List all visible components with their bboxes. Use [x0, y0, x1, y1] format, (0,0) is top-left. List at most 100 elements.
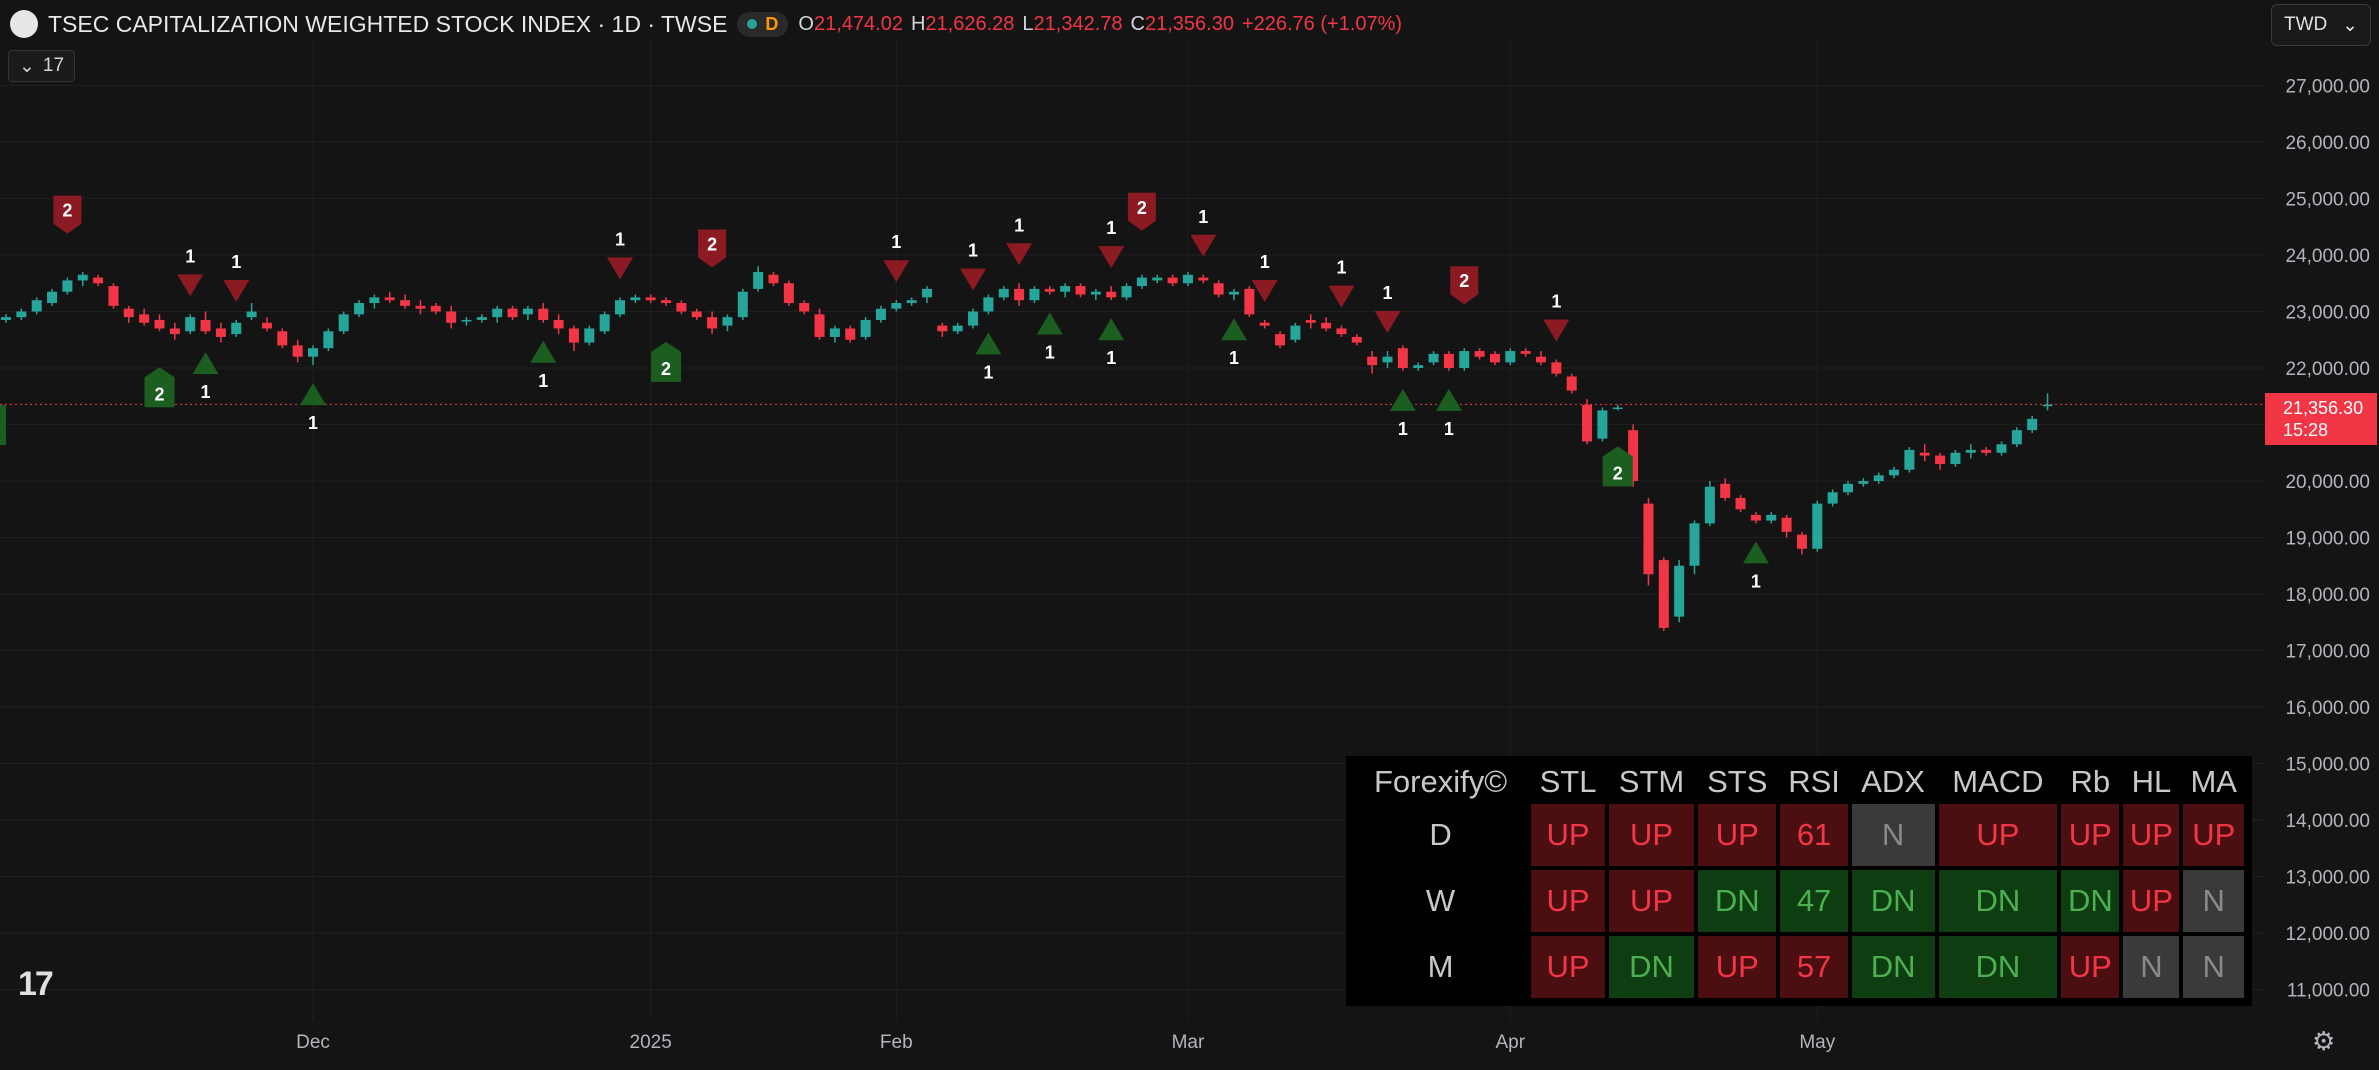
dashboard-cell-macd: DN — [1938, 870, 2058, 932]
chevron-down-icon: ⌄ — [2342, 14, 2358, 36]
y-tick-label: 16,000.00 — [2285, 698, 2370, 719]
dashboard-row-m: M UP DN UP 57 DN DN UP N N — [1354, 936, 2244, 998]
svg-text:2: 2 — [707, 235, 717, 255]
sell-signal-marker: 1 — [1190, 207, 1217, 257]
dashboard-header-row: Forexify© STL STM STS RSI ADX MACD Rb HL MA — [1354, 764, 2244, 800]
gear-icon[interactable]: ⚙ — [2312, 1026, 2336, 1056]
y-tick-label: 24,000.00 — [2285, 246, 2370, 267]
data-badge: D — [765, 13, 779, 34]
candle — [2027, 416, 2038, 433]
svg-text:1: 1 — [1336, 258, 1346, 278]
buy-signal-marker: 1 — [975, 332, 1002, 382]
y-tick-label: 13,000.00 — [2285, 868, 2370, 889]
candle — [737, 288, 748, 320]
svg-text:1: 1 — [891, 232, 901, 252]
svg-text:1: 1 — [1398, 419, 1408, 439]
bar-countdown: 15:28 — [2283, 420, 2329, 440]
currency-value: TWD — [2284, 14, 2328, 35]
candle — [1658, 557, 1669, 631]
dashboard-col-sts: STS — [1707, 764, 1768, 799]
candle — [215, 322, 226, 343]
candle — [338, 311, 349, 335]
svg-text:2: 2 — [154, 384, 164, 404]
candle — [1843, 481, 1853, 496]
candle — [1167, 274, 1178, 287]
dashboard-cell-rb: UP — [2061, 804, 2120, 866]
dashboard-cell-sts: UP — [1698, 804, 1777, 866]
candle — [1858, 478, 1869, 487]
candle — [1474, 348, 1485, 360]
candle — [231, 319, 242, 337]
candle — [446, 305, 457, 329]
candle — [1889, 466, 1900, 479]
indicators-collapse-button[interactable]: ⌄ 17 — [8, 50, 76, 82]
currency-select[interactable]: TWD ⌄ — [2271, 4, 2371, 46]
dashboard-row-label: D — [1354, 804, 1528, 866]
sell-signal-marker: 1 — [1098, 218, 1125, 269]
candle — [384, 291, 395, 304]
dashboard-col-hl: HL — [2131, 764, 2172, 799]
candle — [200, 311, 211, 335]
candle — [615, 297, 625, 318]
candle — [308, 345, 318, 366]
candle — [1597, 407, 1608, 442]
sell-signal-marker: 1 — [1006, 215, 1033, 266]
svg-text:1: 1 — [615, 229, 625, 249]
dashboard-cell-rsi: 47 — [1780, 870, 1848, 932]
candle — [323, 328, 334, 352]
candle — [1766, 512, 1777, 524]
candle — [1367, 351, 1378, 374]
candle — [246, 303, 257, 320]
dashboard-cell-hl: UP — [2123, 804, 2180, 866]
svg-text:1: 1 — [231, 252, 241, 272]
last-price-value: 21,356.30 — [2283, 398, 2364, 418]
candle — [369, 294, 380, 309]
x-tick-label: May — [1799, 1032, 1835, 1053]
candle — [354, 300, 365, 318]
dashboard-brand: Forexify© — [1373, 764, 1508, 799]
y-tick-label: 17,000.00 — [2285, 642, 2370, 663]
svg-text:2: 2 — [1459, 271, 1469, 291]
candle — [415, 300, 426, 315]
candle — [1674, 560, 1685, 623]
candle — [952, 322, 963, 335]
dashboard-row-label: W — [1354, 870, 1528, 932]
candle — [123, 305, 134, 323]
dashboard-row-d: D UP UP UP 61 N UP UP UP UP — [1354, 804, 2244, 866]
candle — [492, 305, 503, 323]
market-status-pill[interactable]: D — [737, 11, 789, 37]
y-tick-label: 23,000.00 — [2285, 303, 2370, 324]
edge-signal-stub — [0, 405, 6, 445]
candle — [1566, 373, 1577, 394]
svg-text:1: 1 — [1106, 348, 1116, 368]
candle — [1413, 362, 1424, 371]
candle — [1229, 288, 1239, 301]
candle — [1996, 441, 2007, 456]
y-tick-label: 27,000.00 — [2285, 77, 2370, 98]
buy-signal-marker: 1 — [1221, 318, 1247, 368]
candle — [1459, 348, 1470, 371]
dashboard-cell-stm: UP — [1608, 870, 1695, 932]
dashboard-cell-stm: UP — [1608, 804, 1695, 866]
candle — [2011, 427, 2022, 448]
candle — [875, 305, 886, 323]
candle — [31, 297, 42, 315]
sell-signal-marker: 1 — [223, 252, 250, 302]
candle — [645, 294, 656, 304]
candle — [476, 314, 487, 323]
high-label: H — [910, 12, 926, 35]
chart-header: TSEC CAPITALIZATION WEIGHTED STOCK INDEX… — [10, 8, 1402, 40]
dashboard-cell-ma: N — [2183, 936, 2244, 998]
sell-signal-marker: 1 — [1328, 258, 1355, 308]
candle — [1152, 274, 1163, 284]
candle — [1489, 351, 1500, 366]
candle — [799, 300, 810, 315]
tradingview-logo[interactable]: 17 — [18, 965, 54, 1003]
indicator-count: 17 — [42, 55, 65, 76]
svg-text:1: 1 — [201, 382, 211, 402]
close-label: C — [1130, 12, 1145, 35]
y-tick-label: 25,000.00 — [2285, 190, 2370, 211]
symbol-title[interactable]: TSEC CAPITALIZATION WEIGHTED STOCK INDEX… — [48, 10, 728, 37]
candle — [968, 308, 979, 329]
